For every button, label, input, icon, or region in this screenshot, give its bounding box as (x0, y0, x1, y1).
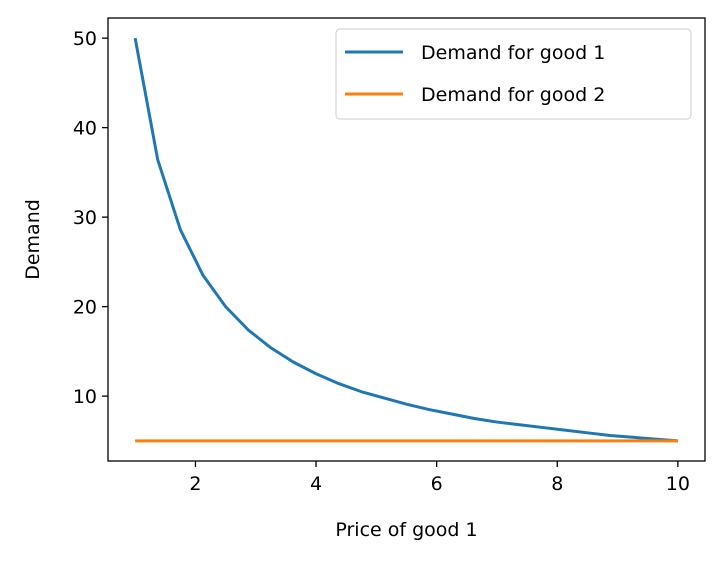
legend: Demand for good 1 Demand for good 2 (335, 28, 692, 120)
legend-label-demand-good-1: Demand for good 1 (421, 42, 605, 64)
series-line-1 (133, 37, 678, 443)
y-tick-label: 50 (73, 28, 97, 50)
x-axis-ticks: 2 4 6 8 10 (189, 461, 690, 495)
y-axis-label: Demand (22, 199, 44, 280)
y-tick-label: 40 (73, 118, 97, 140)
legend-label-demand-good-2: Demand for good 2 (421, 84, 605, 106)
x-axis-label: Price of good 1 (335, 519, 477, 541)
x-tick-label: 2 (189, 473, 201, 495)
y-tick-label: 10 (73, 386, 97, 408)
y-axis-ticks: 10 20 30 40 50 (73, 28, 108, 408)
y-tick-label: 20 (73, 297, 97, 319)
x-tick-label: 4 (310, 473, 322, 495)
plot-frame (107, 17, 706, 462)
series-layer (133, 37, 678, 443)
legend-box (335, 28, 692, 120)
x-tick-label: 8 (551, 473, 563, 495)
y-tick-label: 30 (73, 207, 97, 229)
x-tick-label: 10 (666, 473, 690, 495)
x-tick-label: 6 (431, 473, 443, 495)
